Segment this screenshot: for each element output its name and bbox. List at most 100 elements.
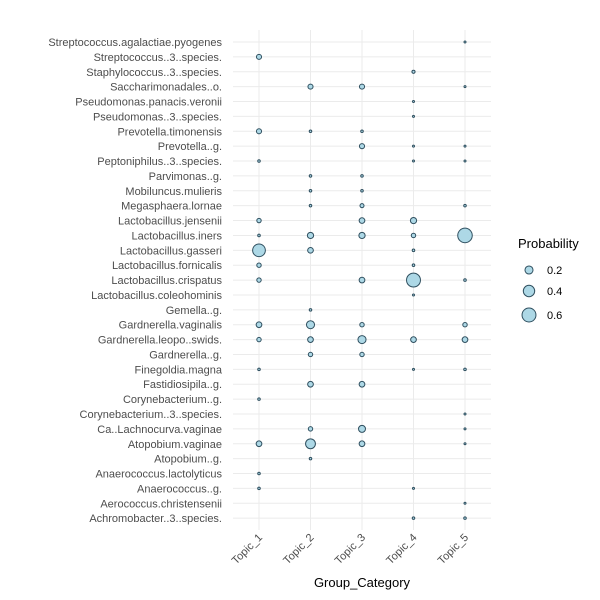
data-point — [360, 129, 364, 134]
y-tick-label: Corynebacterium..3..species. — [80, 409, 222, 421]
data-point — [257, 159, 261, 163]
data-point — [463, 159, 467, 163]
data-point — [308, 308, 313, 312]
y-tick-label: Saccharimonadales..o. — [110, 82, 222, 94]
data-point — [305, 320, 316, 330]
data-point — [358, 231, 366, 240]
y-tick-label: Megasphaera.lornae — [121, 201, 222, 213]
y-tick-label: Gemella..g. — [166, 305, 222, 317]
y-tick-label: Staphylococcus..3..species. — [86, 67, 222, 79]
x-tick-label: Topic_3 — [333, 532, 368, 567]
data-point — [360, 189, 364, 193]
data-point — [463, 40, 467, 44]
data-point — [411, 516, 416, 520]
data-point — [463, 516, 467, 520]
data-point — [411, 263, 416, 267]
y-tick-label: Finegoldia.magna — [135, 364, 223, 376]
y-tick-label: Streptococcus..3..species. — [94, 52, 222, 64]
x-axis-labels: Topic_1 Topic_2 Topic_3 Topic_4 Topic_5 — [230, 532, 471, 567]
data-point — [308, 456, 313, 461]
y-tick-label: Gardnerella.vaginalis — [119, 320, 223, 332]
data-point — [463, 412, 467, 416]
y-tick-label: Aerococcus.christensenii — [100, 498, 222, 510]
data-point — [360, 174, 364, 178]
data-point — [410, 232, 417, 239]
y-tick-label: Lactobacillus.fornicalis — [112, 260, 223, 272]
data-point — [359, 322, 365, 328]
data-point — [412, 114, 415, 118]
y-tick-label: Prevotella..g. — [158, 141, 222, 153]
data-point — [256, 217, 262, 224]
x-axis-title: Group_Category — [314, 575, 411, 590]
data-point — [358, 440, 366, 448]
data-point — [359, 203, 365, 209]
data-point — [307, 246, 314, 254]
data-point — [358, 83, 366, 90]
data-point — [457, 227, 473, 244]
y-tick-label: Fastidiosipila..g. — [143, 379, 222, 391]
data-point — [256, 336, 262, 343]
data-point — [357, 335, 367, 345]
legend-label: 0.4 — [547, 286, 562, 298]
y-tick-label: Anaerococcus..g. — [137, 483, 222, 495]
data-point — [412, 100, 415, 104]
data-point — [305, 438, 316, 450]
data-point — [463, 144, 467, 148]
data-point — [358, 217, 366, 224]
x-tick-label: Topic_4 — [384, 532, 419, 567]
data-point — [255, 53, 263, 60]
data-point — [412, 159, 415, 163]
y-tick-label: Gardnerella..g. — [149, 349, 222, 361]
y-tick-label: Pseudomonas.panacis.veronii — [75, 97, 222, 109]
y-tick-label: Corynebacterium..g. — [123, 394, 222, 406]
data-point — [252, 243, 266, 258]
data-point — [463, 203, 467, 208]
y-tick-label: Streptococcus.agalactiae.pyogenes — [48, 37, 222, 49]
legend: Probability 0.2 0.4 0.6 — [518, 236, 579, 323]
data-point — [412, 486, 415, 490]
data-point — [255, 440, 263, 448]
y-tick-label: Prevotella.timonensis — [117, 126, 222, 138]
data-point — [411, 248, 416, 253]
y-tick-label: Lactobacillus.jensenii — [118, 216, 222, 228]
data-point — [256, 262, 262, 268]
x-tick-label: Topic_2 — [281, 532, 316, 567]
data-point — [257, 367, 261, 372]
data-point — [409, 216, 418, 225]
data-point — [462, 322, 468, 328]
y-tick-label: Ca..Lachnocurva.vaginae — [97, 424, 222, 436]
data-point — [257, 233, 261, 238]
data-point — [257, 486, 261, 491]
y-tick-label: Atopobium..g. — [154, 454, 222, 466]
data-point — [306, 231, 315, 240]
data-point — [412, 293, 415, 297]
legend-title: Probability — [518, 236, 579, 251]
y-tick-label: Lactobacillus.coleohominis — [91, 290, 222, 302]
data-point — [307, 426, 314, 432]
data-point — [411, 69, 416, 74]
y-tick-label: Achromobacter..3..species. — [89, 513, 222, 525]
y-tick-label: Lactobacillus.crispatus — [111, 275, 222, 287]
data-point — [359, 351, 365, 358]
y-tick-label: Peptoniphilus..3..species. — [97, 156, 222, 168]
y-tick-label: Pseudomonas..3..species. — [93, 111, 222, 123]
data-point — [412, 367, 415, 371]
legend-key — [522, 284, 536, 298]
data-point — [256, 277, 262, 283]
data-point — [255, 321, 263, 329]
y-tick-label: Atopobium.vaginae — [128, 439, 222, 451]
data-point — [307, 380, 314, 388]
data-point — [257, 397, 261, 401]
data-point — [358, 424, 366, 433]
data-point — [463, 367, 467, 372]
data-points — [252, 40, 473, 520]
data-point — [308, 174, 313, 178]
data-point — [410, 336, 417, 343]
data-point — [255, 128, 263, 135]
y-tick-label: Mobiluncus.mulieris — [125, 186, 222, 198]
data-point — [308, 203, 313, 208]
legend-label: 0.2 — [547, 265, 562, 277]
y-tick-label: Anaerococcus.lactolyticus — [95, 469, 222, 481]
y-tick-label: Lactobacillus.gasseri — [120, 245, 222, 257]
